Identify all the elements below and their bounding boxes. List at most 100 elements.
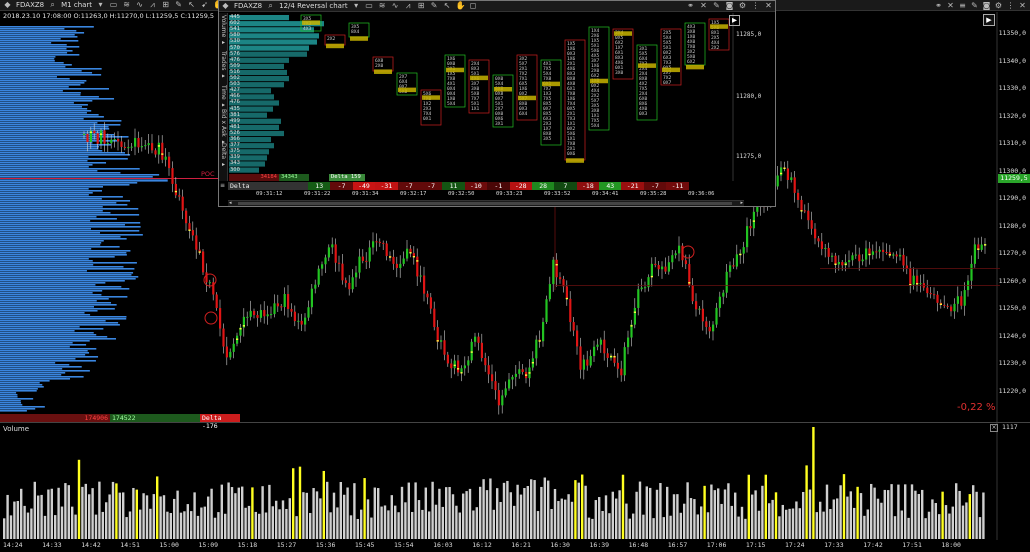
volume-bar [394, 505, 397, 539]
chevron-down-icon[interactable]: ▾ [98, 0, 103, 9]
volume-bar [567, 494, 570, 539]
candle-body [912, 275, 915, 285]
footprint-cell-text: 2X1 [567, 61, 576, 67]
scroll-left-icon[interactable]: ◂ [229, 200, 232, 206]
menu-icon[interactable]: ⋮ [751, 1, 760, 10]
camera-icon[interactable]: ◙ [725, 1, 734, 10]
footprint-cell-text: 7X5 [639, 86, 648, 92]
reversal-side-tab[interactable]: Time ▸ [220, 85, 227, 109]
reversal-profile [229, 15, 324, 173]
layers-icon[interactable]: ≋ [123, 0, 130, 9]
search-icon[interactable]: ⌕ [50, 0, 55, 9]
footprint-cell-text: 7X8 [567, 91, 576, 97]
pointer-icon[interactable]: ➹ [201, 0, 208, 9]
profile-footer: 174906 174522 Delta -176 [0, 414, 240, 430]
volume-bar [305, 492, 308, 539]
volume-bar [737, 516, 740, 539]
settings-icon[interactable]: ⚙ [994, 0, 1003, 10]
reversal-profile-volume-label: 366 [230, 136, 240, 142]
footprint-cell-text: 5X7 [591, 98, 600, 104]
scroll-right-icon[interactable]: ▸ [740, 200, 743, 206]
brush-icon[interactable]: ✎ [713, 1, 720, 10]
bars-icon[interactable]: ⊞ [417, 1, 425, 10]
profile-bar [0, 60, 55, 62]
chevron-down-icon[interactable]: ▾ [354, 1, 359, 10]
cursor-icon[interactable]: ↖ [188, 0, 195, 9]
cross-icon[interactable]: ✕ [947, 0, 954, 10]
reversal-side-tab[interactable]: Delta ▸ [220, 143, 227, 168]
volume-bar [125, 517, 128, 539]
brush-icon[interactable]: ✎ [971, 0, 978, 10]
volume-bar [948, 513, 951, 539]
candle-body [480, 342, 483, 358]
link-icon[interactable]: ⚭ [687, 1, 694, 10]
reversal-time-axis[interactable]: 09:31:12 09:31:22 09:31:34 09:32:17 09:32:50… [228, 191, 744, 199]
reversal-chart-type-label[interactable]: 12/4 Reversal chart [279, 2, 348, 10]
draw-icon[interactable]: ✎ [175, 0, 182, 9]
candle-marker [868, 253, 871, 256]
candle-body [188, 223, 191, 231]
profile-bar [0, 138, 100, 140]
template-icon[interactable]: ▭ [365, 1, 373, 10]
reversal-symbol-label[interactable]: FDAXZ8 [234, 2, 263, 10]
candle-body [419, 275, 422, 277]
footprint-cell-text: 4X3 [303, 26, 312, 32]
cursor-icon[interactable]: ↖ [443, 1, 451, 10]
link-icon[interactable]: ⚭ [935, 0, 942, 10]
lines-icon[interactable]: ≡ [959, 0, 966, 10]
profile-bar [0, 240, 104, 242]
settings-icon[interactable]: ⚙ [738, 1, 747, 10]
reversal-scroll-thumb[interactable] [238, 202, 732, 205]
footprint-cell-text: 6X1 [567, 86, 576, 92]
profile-bar [0, 192, 93, 194]
volume-bar [649, 487, 652, 539]
bars-icon[interactable]: ⊞ [162, 0, 169, 9]
candle-body [684, 260, 687, 265]
expand-button[interactable]: ▶ [983, 14, 995, 26]
footprint-poc-cell [662, 67, 680, 73]
reversal-side-tab[interactable]: Volume ▸ [220, 15, 227, 47]
profile-bar [0, 350, 88, 352]
profile-bar [0, 252, 127, 254]
candle-marker [888, 254, 891, 256]
candle-body [494, 381, 497, 391]
reversal-side-tab[interactable]: Bid x Ask ▸ [220, 109, 227, 146]
reversal-chart-window[interactable]: 3X57X34X32X23X58X46X82X02X76X40X75X85X67… [218, 0, 776, 207]
draw-icon[interactable]: ✎ [430, 1, 438, 10]
close-icon[interactable]: ✕ [765, 1, 772, 10]
hand-icon[interactable]: ✋ [455, 1, 466, 10]
template-icon[interactable]: ▭ [109, 0, 118, 9]
footprint-cell-text: 3X5 [303, 16, 312, 22]
search-icon[interactable]: ⌕ [268, 1, 273, 10]
volume-bar [455, 505, 458, 539]
volume-bar [924, 518, 927, 539]
pin-icon[interactable]: ◆ [4, 0, 11, 9]
candle-body [810, 220, 813, 229]
cross-icon[interactable]: ✕ [700, 1, 707, 10]
volume-bar [162, 495, 166, 539]
chart-type-label[interactable]: M1 chart [61, 1, 93, 9]
reversal-chart-canvas[interactable]: 3X57X34X32X23X58X46X82X02X76X40X75X85X67… [219, 1, 775, 206]
profile-bar [0, 376, 84, 378]
chart-icon[interactable]: ⩘ [405, 1, 411, 10]
reversal-side-tab[interactable]: Trades ▸ [220, 51, 227, 80]
volume-bar [557, 501, 560, 539]
symbol-label[interactable]: FDAXZ8 [16, 1, 45, 9]
pin-icon[interactable]: ◆ [222, 1, 229, 10]
footprint-box [636, 44, 658, 121]
close-icon[interactable]: ✕ [1019, 0, 1026, 10]
camera-icon[interactable]: ◙ [982, 0, 991, 10]
reversal-expand-button[interactable]: ▶ [729, 15, 740, 26]
window-icon[interactable]: ◻ [469, 1, 477, 10]
indicators-icon[interactable]: ∿ [391, 1, 399, 10]
footprint-cell-text: 4X6 [567, 66, 576, 72]
volume-pane-close-icon[interactable]: × [990, 424, 998, 432]
reversal-corner-icon[interactable]: ≡ [220, 182, 226, 189]
reversal-scrollbar[interactable]: ◂ ▸ [228, 200, 744, 206]
indicators-icon[interactable]: ∿ [136, 0, 143, 9]
layers-icon[interactable]: ≋ [378, 1, 386, 10]
volume-bar [492, 509, 495, 539]
menu-icon[interactable]: ⋮ [1006, 0, 1015, 10]
chart-icon[interactable]: ⩘ [150, 0, 155, 9]
